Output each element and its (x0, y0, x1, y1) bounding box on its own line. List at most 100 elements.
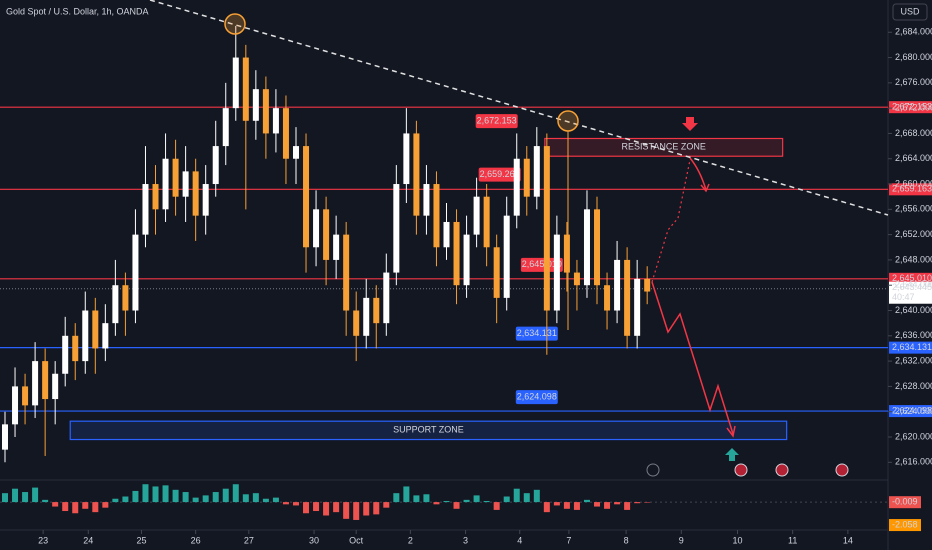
y-tick-label: 2,672.000 (895, 103, 932, 113)
x-tick-label: 8 (624, 535, 629, 545)
y-tick-label: 2,664.000 (895, 153, 932, 163)
candle-body (624, 259, 631, 336)
y-tick-label: 2,636.000 (895, 330, 932, 340)
price-note-box (520, 257, 563, 272)
x-tick-label: 27 (244, 535, 254, 545)
osc-bar (353, 502, 360, 520)
candle-body (172, 158, 179, 197)
candle-body (12, 386, 19, 425)
osc-bar (172, 489, 179, 503)
candle-body (634, 278, 641, 336)
osc-bar (72, 502, 79, 514)
y-tick-label: 2,676.000 (895, 77, 932, 87)
osc-bar (92, 502, 99, 513)
projection-path (651, 281, 734, 435)
candle-body (423, 184, 430, 216)
osc-bar (192, 497, 199, 503)
x-tick-label: Oct (349, 535, 364, 545)
osc-bar (443, 500, 450, 503)
y-tick-label: 2,660.000 (895, 178, 932, 188)
candle-body (32, 361, 39, 406)
candle-body (313, 209, 320, 248)
osc-bar (333, 502, 340, 513)
oscillator: -0.009 -2.058 (0, 484, 921, 532)
candle-body (563, 234, 570, 273)
candle-body (604, 285, 611, 311)
pivot-circle (557, 110, 579, 132)
candle-body (192, 171, 199, 216)
price-note-label: 2,634.131 (517, 328, 557, 338)
osc-bar (624, 502, 631, 510)
osc-bar (363, 502, 370, 516)
y-tick-label: 2,656.000 (895, 204, 932, 214)
level-axis-label: 2,659.163 (892, 184, 932, 194)
candle-body (152, 184, 159, 210)
y-tick-label: 2,640.000 (895, 305, 932, 315)
candle-body (553, 234, 560, 311)
candle-body (122, 285, 129, 311)
osc-bar (102, 502, 109, 508)
osc-bar (323, 502, 330, 516)
candle-body (353, 310, 360, 336)
osc-axis-box (889, 519, 921, 532)
y-tick-label: 2,628.000 (895, 381, 932, 391)
candle-body (493, 247, 500, 298)
currency-box (892, 3, 928, 21)
candle-body (142, 184, 149, 235)
candle-body (463, 234, 470, 286)
osc-bar (303, 502, 310, 514)
candle-body (182, 171, 189, 197)
candle-body (262, 89, 269, 134)
candle-body (403, 133, 410, 185)
candle-body (232, 57, 239, 109)
osc-bar (533, 489, 540, 503)
event-icon (646, 463, 660, 477)
candle-body (222, 108, 229, 147)
osc-axis-box (889, 496, 921, 509)
osc-bar (413, 495, 420, 503)
candle-body (52, 373, 59, 400)
candle-body (614, 259, 621, 311)
last-price-box (889, 281, 932, 304)
level-axis-label: 2,672.153 (892, 102, 932, 112)
candle-body (513, 158, 520, 216)
osc-bar (583, 499, 590, 503)
osc-bar (282, 502, 289, 505)
candle-body (323, 209, 330, 260)
zone-label: RESISTANCE ZONE (622, 142, 706, 152)
level-axis-box (889, 341, 932, 354)
osc-bar (523, 493, 530, 503)
osc-bar (52, 502, 59, 507)
x-tick-label: 26 (191, 535, 201, 545)
candle-body (453, 221, 460, 286)
candle-body (573, 272, 580, 286)
candle-body (393, 184, 400, 273)
x-tick-label: 23 (38, 535, 48, 545)
candle-body (473, 196, 480, 235)
x-tick-label: 11 (788, 535, 797, 545)
flag-icon (775, 463, 789, 477)
chart-title: Gold Spot / U.S. Dollar, 1h, OANDA (6, 6, 149, 16)
price-note-box (475, 114, 518, 129)
axes: 2,616.000 2,620.000 2,624.000 2,628.000 2,63… (38, 27, 932, 546)
osc-bar (12, 488, 19, 503)
level-axis-label: 2,624.098 (892, 405, 932, 415)
countdown: 40:47 (892, 292, 915, 302)
last-price-label: 2,643.445 (892, 282, 932, 292)
osc-bar (573, 502, 580, 510)
candle-body (413, 133, 420, 216)
osc-bar (32, 487, 39, 503)
y-tick-label: 2,616.000 (895, 457, 932, 467)
osc-bar (2, 493, 8, 503)
level-axis-box (889, 183, 932, 196)
osc-bar (222, 488, 229, 503)
candle-body (282, 108, 289, 159)
osc-bar (373, 502, 380, 515)
osc-bar (393, 493, 400, 503)
x-tick-label: 10 (732, 535, 742, 545)
candle-body (72, 335, 79, 362)
x-tick-label: 30 (309, 535, 319, 545)
osc-bar (62, 502, 69, 512)
osc-bar (162, 485, 169, 503)
osc-bar (463, 499, 470, 503)
